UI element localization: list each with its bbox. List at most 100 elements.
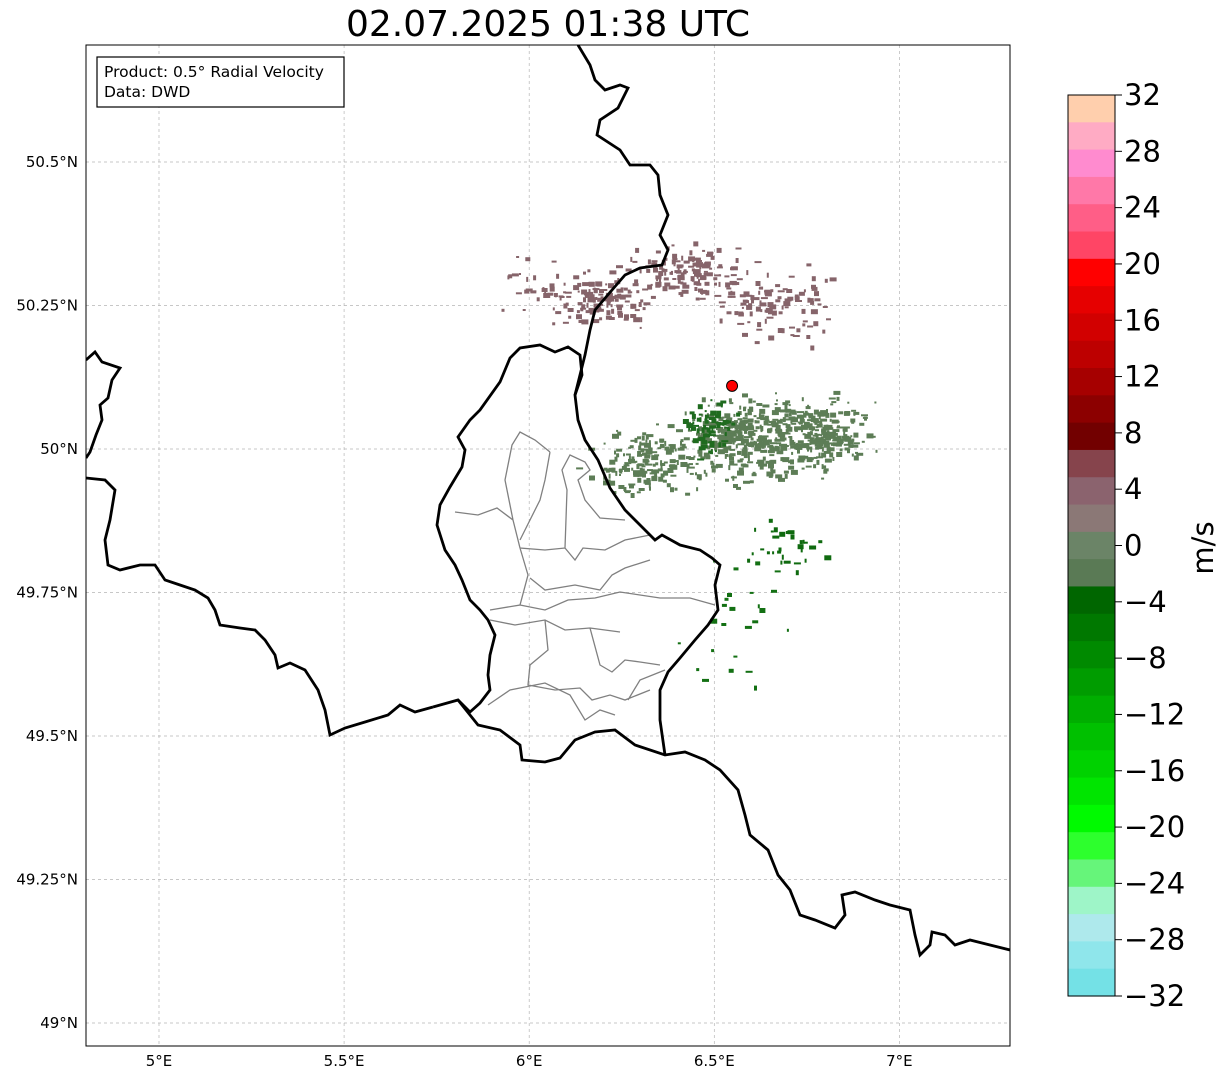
velocity-echo: [816, 456, 823, 459]
velocity-echo: [830, 412, 837, 418]
velocity-echo: [784, 306, 789, 309]
velocity-echo: [764, 318, 767, 324]
velocity-echo: [563, 291, 567, 294]
velocity-echo: [649, 486, 651, 491]
velocity-echo: [818, 540, 823, 544]
velocity-echo: [703, 469, 706, 474]
velocity-echo: [810, 300, 815, 305]
velocity-echo: [623, 453, 625, 457]
national-border-east: [573, 45, 670, 396]
velocity-echo: [821, 464, 824, 470]
velocity-echo: [776, 451, 782, 455]
velocity-echo: [859, 422, 865, 426]
map-frame: [85, 44, 1011, 1047]
velocity-echo: [838, 411, 844, 415]
velocity-echo: [708, 251, 714, 254]
velocity-echo: [628, 446, 632, 449]
velocity-echo: [751, 473, 757, 477]
velocity-echo: [814, 438, 817, 444]
velocity-echo: [828, 397, 836, 400]
velocity-echo: [618, 469, 623, 472]
velocity-echo: [759, 408, 766, 414]
velocity-echo: [740, 302, 747, 306]
velocity-echo: [686, 463, 690, 469]
velocity-echo: [671, 244, 675, 247]
velocity-echo: [788, 436, 793, 438]
velocity-echo: [691, 426, 696, 431]
velocity-echo: [628, 461, 636, 464]
velocity-echo: [786, 289, 793, 293]
velocity-echo: [743, 419, 749, 424]
velocity-echo: [697, 404, 703, 410]
velocity-echo: [726, 311, 732, 315]
velocity-echo: [822, 453, 826, 457]
velocity-echo: [688, 265, 695, 268]
velocity-echo: [568, 315, 572, 319]
velocity-echo: [724, 453, 727, 459]
velocity-echo: [764, 439, 769, 442]
velocity-echo: [711, 431, 716, 434]
velocity-echo: [718, 417, 724, 422]
colorbar-tick-label: −24: [1124, 866, 1185, 900]
velocity-echo: [748, 398, 753, 404]
velocity-echo: [770, 427, 773, 432]
colorbar-swatch: [1068, 368, 1115, 396]
velocity-echo: [696, 263, 702, 268]
velocity-echo: [748, 444, 753, 447]
velocity-echo: [566, 295, 572, 298]
velocity-echo: [756, 438, 763, 442]
colorbar-swatch: [1068, 176, 1115, 205]
colorbar-swatch: [1068, 313, 1115, 342]
velocity-echo: [559, 297, 562, 301]
velocity-echo: [691, 413, 696, 419]
velocity-echo: [752, 620, 759, 624]
velocity-echo: [759, 414, 765, 418]
velocity-echo: [713, 417, 716, 421]
lon-tick-label: 5°E: [146, 1052, 173, 1070]
velocity-echo: [834, 432, 838, 436]
velocity-echo: [677, 447, 685, 451]
velocity-echo: [794, 427, 797, 432]
velocity-echo: [685, 492, 691, 496]
velocity-echo: [701, 397, 706, 403]
colorbar-swatch: [1068, 695, 1115, 724]
colorbar-tick-label: −16: [1124, 754, 1185, 788]
velocity-echo: [818, 415, 821, 420]
velocity-echo: [651, 455, 659, 461]
velocity-echo: [702, 249, 706, 252]
velocity-echo: [583, 297, 586, 303]
velocity-echo: [847, 401, 850, 404]
velocity-echo: [691, 276, 694, 282]
velocity-echo: [807, 325, 814, 328]
velocity-echo: [775, 299, 781, 303]
velocity-echo: [703, 272, 710, 276]
velocity-echo: [754, 447, 762, 452]
velocity-echo: [549, 283, 555, 288]
velocity-echo: [760, 309, 763, 313]
velocity-echo: [785, 418, 790, 421]
colorbar-swatch: [1068, 750, 1115, 779]
colorbar-tick-label: −8: [1124, 641, 1167, 675]
velocity-echo: [710, 449, 713, 454]
velocity-echo: [829, 433, 836, 438]
velocity-echo: [757, 322, 762, 328]
velocity-echo: [578, 320, 584, 323]
info-box-frame: [96, 56, 345, 108]
colorbar-swatch: [1068, 258, 1115, 287]
velocity-echo: [766, 551, 770, 555]
velocity-echo: [817, 303, 822, 306]
velocity-echo: [838, 438, 845, 441]
velocity-echo: [526, 276, 529, 282]
velocity-echo: [593, 288, 598, 294]
velocity-echo: [615, 470, 618, 476]
velocity-echo: [642, 448, 649, 451]
velocity-echo: [733, 484, 738, 488]
velocity-echo: [682, 270, 688, 273]
velocity-echo: [770, 469, 776, 474]
velocity-echo: [701, 275, 704, 279]
velocity-echo: [855, 451, 858, 454]
velocity-echo: [810, 442, 816, 445]
velocity-echo: [724, 275, 730, 278]
velocity-echo: [747, 426, 755, 431]
velocity-echo: [611, 308, 615, 314]
